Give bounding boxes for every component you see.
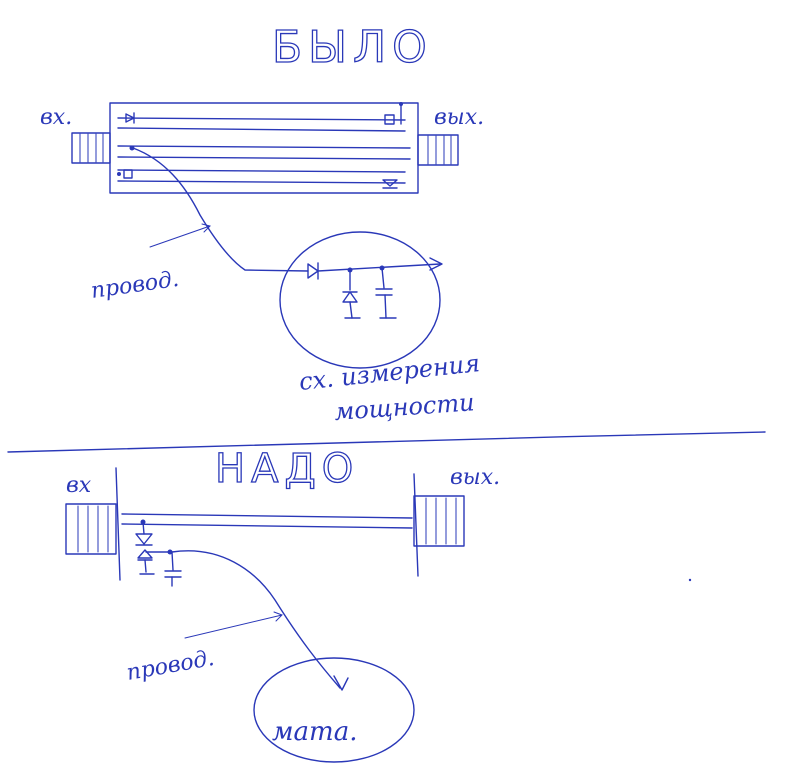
- wire-pointer: [149, 223, 211, 248]
- after-target-label: мата.: [272, 717, 357, 747]
- after-wire-label: провод.: [125, 646, 216, 686]
- before-device-body: [109, 102, 419, 194]
- after-input-connector: [65, 503, 117, 555]
- before-section: БЫЛО вх. вых.: [40, 21, 484, 426]
- after-section: НАДО вх вых.: [65, 445, 500, 763]
- before-wire-label: провод.: [89, 267, 180, 304]
- after-input-label: вх: [66, 473, 92, 498]
- power-measurement-circuit: [279, 231, 443, 369]
- wire-pointer: [184, 611, 283, 639]
- before-input-connector: [71, 132, 111, 164]
- diode-icon: [382, 179, 398, 189]
- after-title: НАДО: [215, 446, 359, 492]
- before-title: БЫЛО: [272, 22, 433, 73]
- resistor-icon: [384, 114, 395, 125]
- circuit-caption-line2: мощности: [333, 388, 475, 426]
- diode-icon: [135, 533, 153, 546]
- resistor-icon: [123, 169, 133, 179]
- diode-icon: [342, 291, 358, 303]
- diode-icon: [307, 262, 319, 280]
- after-output-connector: [413, 495, 465, 547]
- arrow-down-icon: [333, 675, 349, 691]
- diode-icon: [125, 112, 135, 124]
- after-device-body: [115, 467, 419, 587]
- after-wire: [171, 550, 341, 689]
- ink-dot: [688, 578, 692, 582]
- before-input-label: вх.: [40, 105, 72, 130]
- after-output-label: вых.: [450, 465, 500, 490]
- before-output-label: вых.: [434, 105, 484, 130]
- before-wire: [132, 147, 309, 272]
- target-ellipse: [253, 657, 415, 763]
- before-output-connector: [417, 134, 459, 166]
- arrow-right-icon: [429, 257, 443, 271]
- section-divider: [7, 431, 766, 453]
